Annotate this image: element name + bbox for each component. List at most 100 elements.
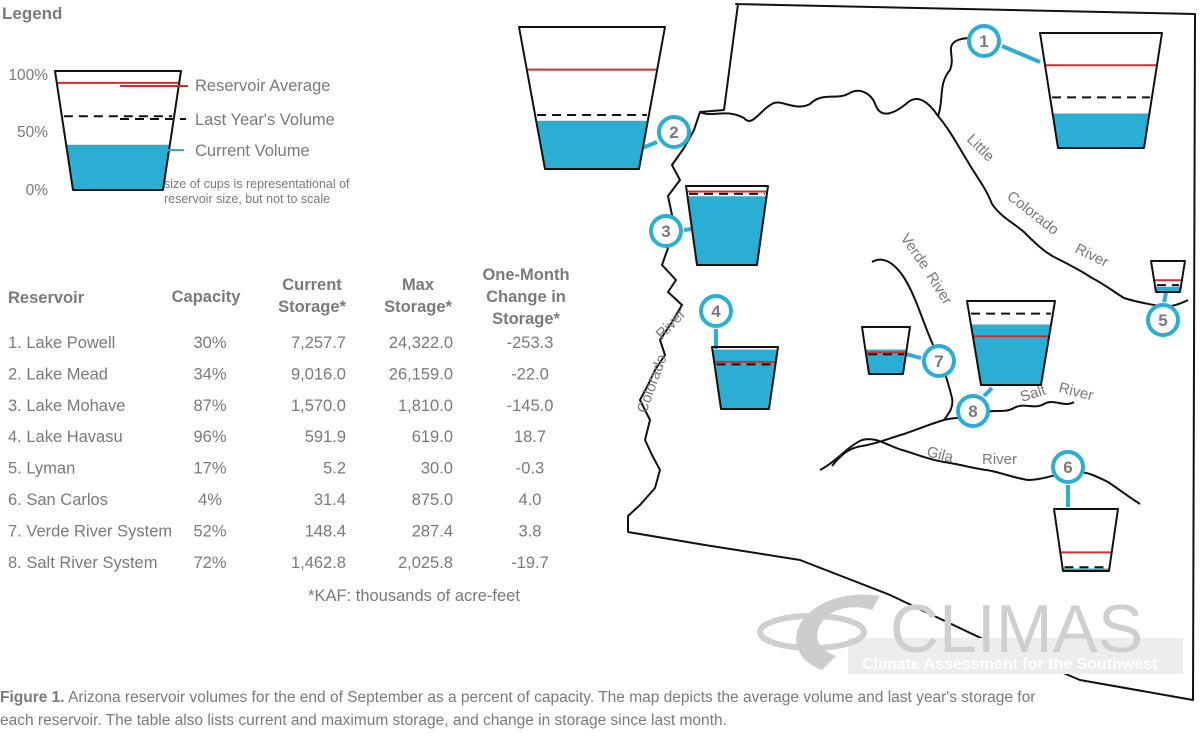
legend-axis-100: 100%: [8, 67, 48, 84]
table-footnote: *KAF: thousands of acre-feet: [308, 587, 520, 605]
cup-reservoir-3: [685, 185, 769, 266]
cup-reservoir-4: [711, 346, 779, 410]
cup-reservoir-8-water: [970, 324, 1052, 385]
cell-change: 18.7: [514, 428, 546, 446]
legend-average-label: Reservoir Average: [195, 77, 330, 95]
river-label-river-east: River: [1072, 240, 1111, 271]
cup-reservoir-6-outline: [1053, 508, 1119, 572]
colorado-river-line: [699, 35, 991, 122]
connector-8: [982, 386, 994, 398]
cell-current: 591.9: [305, 428, 346, 446]
cell-capacity: 4%: [198, 491, 222, 509]
river-label-verde: Verde: [897, 231, 933, 273]
cup-reservoir-3-water: [687, 196, 767, 265]
cell-current: 9,016.0: [291, 365, 346, 383]
cell-reservoir: 7. Verde River System: [8, 522, 172, 540]
table-rows: 1. Lake Powell 30% 7,257.7 24,322.0 -253.3 2.…: [8, 334, 553, 572]
marker-ring-1: [967, 24, 1001, 58]
legend-title: Legend: [2, 4, 62, 23]
cell-capacity: 96%: [193, 428, 226, 446]
cell-reservoir: 3. Lake Mohave: [8, 397, 125, 415]
cell-change: -0.3: [516, 460, 544, 478]
table-row: 5. Lyman 17% 5.2 30.0 -0.3: [8, 460, 544, 478]
table-row: 6. San Carlos 4% 31.4 875.0 4.0: [8, 491, 541, 509]
table-row: 1. Lake Powell 30% 7,257.7 24,322.0 -253.3: [8, 334, 553, 352]
marker-number-4: 4: [711, 302, 721, 321]
figure-caption: Figure 1. Arizona reservoir volumes for …: [0, 686, 1200, 732]
reservoir-markers: 1 2 3 4 5 6 7 8: [649, 24, 1180, 484]
table-header-max-2: Storage*: [384, 298, 452, 316]
marker-8: 8: [956, 394, 990, 428]
table-row: 4. Lake Havasu 96% 591.9 619.0 18.7: [8, 428, 546, 446]
connector-5: [1162, 292, 1168, 303]
table-header-current-2: Storage*: [278, 298, 346, 316]
table-row: 7. Verde River System 52% 148.4 287.4 3.8: [8, 522, 541, 540]
cell-max: 1,810.0: [398, 397, 453, 415]
cell-current: 5.2: [323, 460, 346, 478]
cell-reservoir: 1. Lake Powell: [8, 334, 115, 352]
logo-tagline: Climate Assessment for the Southwest: [862, 656, 1158, 673]
river-label-colorado-east: Colorado: [1004, 188, 1062, 239]
connector-7: [905, 352, 922, 360]
river-label-gila: Gila: [925, 443, 956, 466]
cell-max: 2,025.8: [398, 554, 453, 572]
cell-capacity: 17%: [193, 460, 226, 478]
marker-number-8: 8: [968, 402, 977, 421]
legend-example-cup: [54, 70, 182, 191]
cell-current: 1,462.8: [291, 554, 346, 572]
legend-current-label: Current Volume: [195, 142, 310, 160]
logo-name: CLIMAS: [890, 591, 1143, 667]
marker-number-6: 6: [1063, 458, 1072, 477]
cell-capacity: 52%: [193, 522, 226, 540]
marker-1: 1: [967, 24, 1001, 58]
marker-number-7: 7: [934, 352, 943, 371]
reservoir-table: Reservoir Capacity Current Storage* Max …: [8, 266, 570, 605]
marker-2: 2: [657, 115, 691, 149]
climas-logo: CLIMAS Climate Assessment for the Southw…: [757, 591, 1183, 674]
connector-3: [683, 227, 693, 232]
river-label-little: Little: [963, 131, 997, 165]
river-label-colorado-west: Colorado: [634, 352, 671, 415]
marker-ring-5: [1146, 303, 1180, 337]
cup-reservoir-2-water: [536, 120, 648, 169]
cell-max: 875.0: [412, 491, 453, 509]
marker-ring-7: [922, 344, 956, 378]
marker-ring-4: [699, 294, 733, 328]
table-header-change-2: Change in: [486, 288, 566, 306]
cell-max: 24,322.0: [389, 334, 453, 352]
marker-number-2: 2: [669, 123, 678, 142]
cell-change: -22.0: [511, 365, 549, 383]
cell-change: 3.8: [519, 522, 542, 540]
cup-reservoir-1-outline: [1039, 32, 1163, 149]
cell-max: 26,159.0: [389, 365, 453, 383]
cell-capacity: 72%: [193, 554, 226, 572]
caption-line-2: each reservoir. The table also lists cur…: [0, 712, 727, 729]
table-header-current-1: Current: [282, 276, 342, 294]
caption-text-1: Arizona reservoir volumes for the end of…: [68, 689, 1036, 706]
marker-7: 7: [922, 344, 956, 378]
cell-reservoir: 2. Lake Mead: [8, 365, 108, 383]
connector-1: [1001, 44, 1041, 64]
river-label-salt-river: River: [1057, 379, 1095, 404]
arizona-map: [627, 3, 1196, 701]
cup-reservoir-7: [861, 326, 911, 375]
legend: Legend 100% 50% 0% Reservoir Average Las…: [2, 4, 350, 206]
cell-max: 619.0: [412, 428, 453, 446]
cup-reservoir-2: [518, 26, 666, 170]
cell-capacity: 30%: [193, 334, 226, 352]
legend-example-cup-water: [66, 144, 170, 190]
cup-reservoir-8: [966, 300, 1056, 386]
cell-max: 287.4: [412, 522, 453, 540]
table-row: 3. Lake Mohave 87% 1,570.0 1,810.0 -145.0: [8, 397, 553, 415]
cell-reservoir: 8. Salt River System: [8, 554, 157, 572]
cup-reservoir-3-outline: [685, 185, 769, 266]
river-label-verde-river: River: [923, 269, 956, 308]
cup-reservoir-7-water: [865, 349, 907, 374]
marker-ring-3: [649, 214, 683, 248]
cell-current: 31.4: [314, 491, 346, 509]
logo-c-mark: [796, 594, 880, 670]
cup-reservoir-4-outline: [711, 346, 779, 410]
table-header-reservoir: Reservoir: [8, 289, 85, 307]
legend-note-line1: size of cups is representational of: [164, 177, 350, 191]
